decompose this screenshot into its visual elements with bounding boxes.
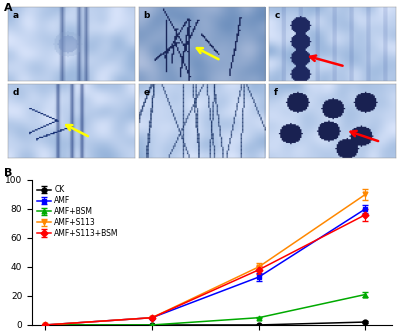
Text: a: a [13, 11, 19, 20]
Legend: CK, AMF, AMF+BSM, AMF+S113, AMF+S113+BSM: CK, AMF, AMF+BSM, AMF+S113, AMF+S113+BSM [36, 184, 120, 240]
Text: A: A [4, 3, 13, 13]
Text: b: b [144, 11, 150, 20]
Text: f: f [274, 88, 278, 97]
Text: B: B [4, 168, 12, 178]
Text: e: e [144, 88, 150, 97]
Text: c: c [274, 11, 280, 20]
Text: d: d [13, 88, 20, 97]
